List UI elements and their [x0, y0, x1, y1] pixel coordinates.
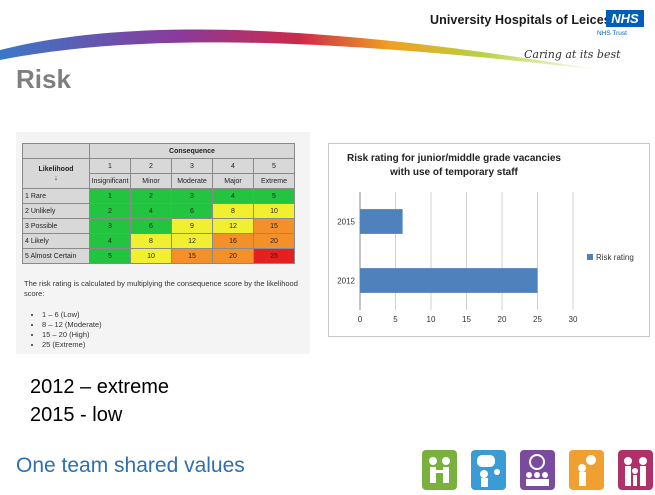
chart-title-line: Risk rating for junior/middle grade vaca… [347, 153, 561, 164]
risk-matrix-panel: Consequence Likelihood ↓ 1 2 3 4 5 Insig… [16, 132, 310, 354]
matrix-row: 5 Almost Certain 5 10 15 20 25 [22, 248, 295, 264]
likelihood-label: 1 Rare [22, 188, 90, 204]
matrix-corner [22, 143, 90, 159]
family-icon [618, 450, 653, 490]
chart-title-line: with use of temporary staff [390, 167, 518, 178]
team-people-icon [422, 450, 457, 490]
bar [360, 209, 403, 234]
risk-matrix-table: Consequence Likelihood ↓ 1 2 3 4 5 Insig… [22, 143, 295, 264]
consequence-num: 4 [212, 158, 254, 174]
risk-score-cell: 12 [212, 218, 254, 234]
risk-score-cell: 3 [89, 218, 131, 234]
legend-label: Risk rating [596, 253, 634, 262]
risk-score-cell: 10 [130, 248, 172, 264]
risk-score-cell: 5 [253, 188, 295, 204]
risk-score-cell: 2 [89, 203, 131, 219]
consequence-num: 1 [89, 158, 131, 174]
consequence-label: Minor [130, 173, 172, 189]
nhs-trust-label: NHS Trust [597, 30, 627, 37]
risk-score-cell: 6 [130, 218, 172, 234]
slide-title: Risk [16, 64, 71, 94]
lightbulb-idea-icon [569, 450, 604, 490]
score-band-item: 1 – 6 (Low) [42, 310, 102, 320]
x-tick-label: 15 [462, 315, 471, 324]
risk-score-cell: 6 [171, 203, 213, 219]
risk-score-cell: 4 [89, 233, 131, 249]
score-band-list: 1 – 6 (Low) 8 – 12 (Moderate) 15 – 20 (H… [32, 310, 102, 350]
consequence-header: Consequence [89, 143, 295, 159]
risk-score-cell: 4 [130, 203, 172, 219]
score-band-item: 8 – 12 (Moderate) [42, 320, 102, 330]
risk-score-cell: 2 [130, 188, 172, 204]
risk-rating-note: The risk rating is calculated by multipl… [24, 279, 298, 298]
risk-score-cell: 16 [212, 233, 254, 249]
risk-score-cell: 9 [171, 218, 213, 234]
risk-score-cell: 5 [89, 248, 131, 264]
consequence-label: Insignificant [89, 173, 131, 189]
score-band-item: 15 – 20 (High) [42, 330, 102, 340]
x-tick-label: 5 [393, 315, 398, 324]
matrix-row: 2 Unlikely 2 4 6 8 10 [22, 203, 295, 219]
consequence-num: 3 [171, 158, 213, 174]
summary-2015: 2015 - low [30, 404, 123, 426]
score-band-item: 25 (Extreme) [42, 340, 102, 350]
organisation-name: University Hospitals of Leicester [430, 13, 628, 27]
matrix-row: 3 Possible 3 6 9 12 15 [22, 218, 295, 234]
likelihood-label: 5 Almost Certain [22, 248, 90, 264]
likelihood-label: 4 Likely [22, 233, 90, 249]
risk-score-cell: 8 [130, 233, 172, 249]
risk-score-cell: 4 [212, 188, 254, 204]
risk-score-cell: 8 [212, 203, 254, 219]
x-tick-label: 25 [533, 315, 542, 324]
nhs-logo: NHS [606, 10, 644, 27]
chart-title: Risk rating for junior/middle grade vaca… [329, 152, 579, 180]
likelihood-label: 2 Unlikely [22, 203, 90, 219]
risk-score-cell: 10 [253, 203, 295, 219]
risk-score-cell: 1 [89, 188, 131, 204]
consequence-label: Major [212, 173, 254, 189]
consequence-num: 2 [130, 158, 172, 174]
bar [360, 268, 538, 293]
risk-score-cell: 20 [212, 248, 254, 264]
risk-score-cell: 15 [171, 248, 213, 264]
consequence-label: Extreme [253, 173, 295, 189]
likelihood-label: 3 Possible [22, 218, 90, 234]
risk-rating-chart: Risk rating for junior/middle grade vaca… [328, 143, 650, 337]
category-label: 2012 [337, 277, 355, 286]
header-swoosh [0, 29, 600, 70]
matrix-row: 1 Rare 1 2 3 4 5 [22, 188, 295, 204]
footer-slogan: One team shared values [16, 454, 245, 477]
x-tick-label: 20 [498, 315, 507, 324]
risk-score-cell: 12 [171, 233, 213, 249]
category-label: 2015 [337, 218, 355, 227]
risk-score-cell: 20 [253, 233, 295, 249]
x-tick-label: 10 [427, 315, 436, 324]
x-tick-label: 0 [358, 315, 363, 324]
x-tick-label: 30 [569, 315, 578, 324]
legend-swatch [587, 254, 593, 260]
caring-tagline: Caring at its best [524, 48, 621, 61]
risk-score-cell: 25 [253, 248, 295, 264]
likelihood-header-label: Likelihood [38, 165, 74, 173]
likelihood-header: Likelihood ↓ [22, 158, 90, 189]
chart-canvas: 0 5 10 15 20 25 30 2015 2012 Risk rating [337, 192, 634, 324]
risk-score-cell: 3 [171, 188, 213, 204]
speech-bubble-icon [471, 450, 506, 490]
group-circle-icon [520, 450, 555, 490]
consequence-num: 5 [253, 158, 295, 174]
risk-score-cell: 15 [253, 218, 295, 234]
summary-2012: 2012 – extreme [30, 376, 169, 398]
consequence-label: Moderate [171, 173, 213, 189]
matrix-row: 4 Likely 4 8 12 16 20 [22, 233, 295, 249]
down-arrow-icon: ↓ [54, 174, 58, 182]
